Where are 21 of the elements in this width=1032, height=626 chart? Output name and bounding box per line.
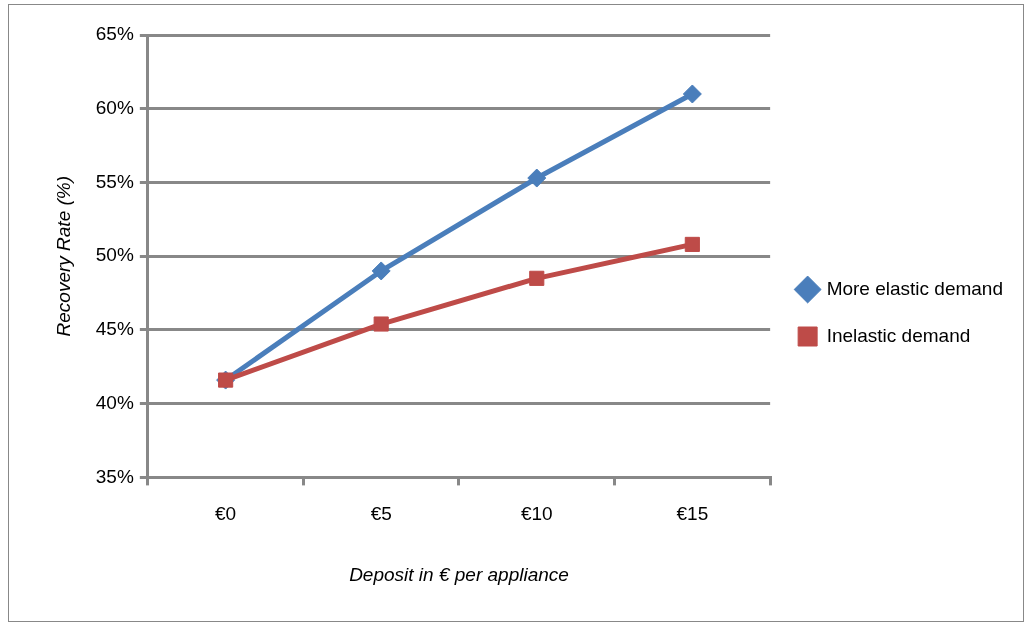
- y-tick-label: 50%: [95, 244, 134, 266]
- y-tick-label: 40%: [95, 391, 134, 413]
- y-axis-title: Recovery Rate (%): [52, 175, 74, 337]
- y-tick-label: 60%: [95, 96, 134, 118]
- point: [682, 84, 702, 104]
- point: [684, 236, 700, 252]
- y-tick-label: 45%: [95, 318, 134, 340]
- x-tick-label: €15: [676, 503, 709, 525]
- y-tick-label: 65%: [95, 23, 134, 45]
- legend-label: More elastic demand: [826, 277, 1004, 299]
- point: [371, 261, 391, 281]
- point: [529, 270, 545, 286]
- x-tick-label: €10: [520, 503, 553, 525]
- x-tick-label: €0: [215, 503, 237, 525]
- point: [527, 168, 547, 188]
- point: [373, 316, 389, 332]
- y-tick-label: 35%: [95, 465, 134, 487]
- x-tick-label: €5: [370, 503, 392, 525]
- legend-label: Inelastic demand: [826, 324, 971, 346]
- x-axis-title: Deposit in € per appliance: [349, 563, 569, 585]
- y-tick-label: 55%: [95, 170, 134, 192]
